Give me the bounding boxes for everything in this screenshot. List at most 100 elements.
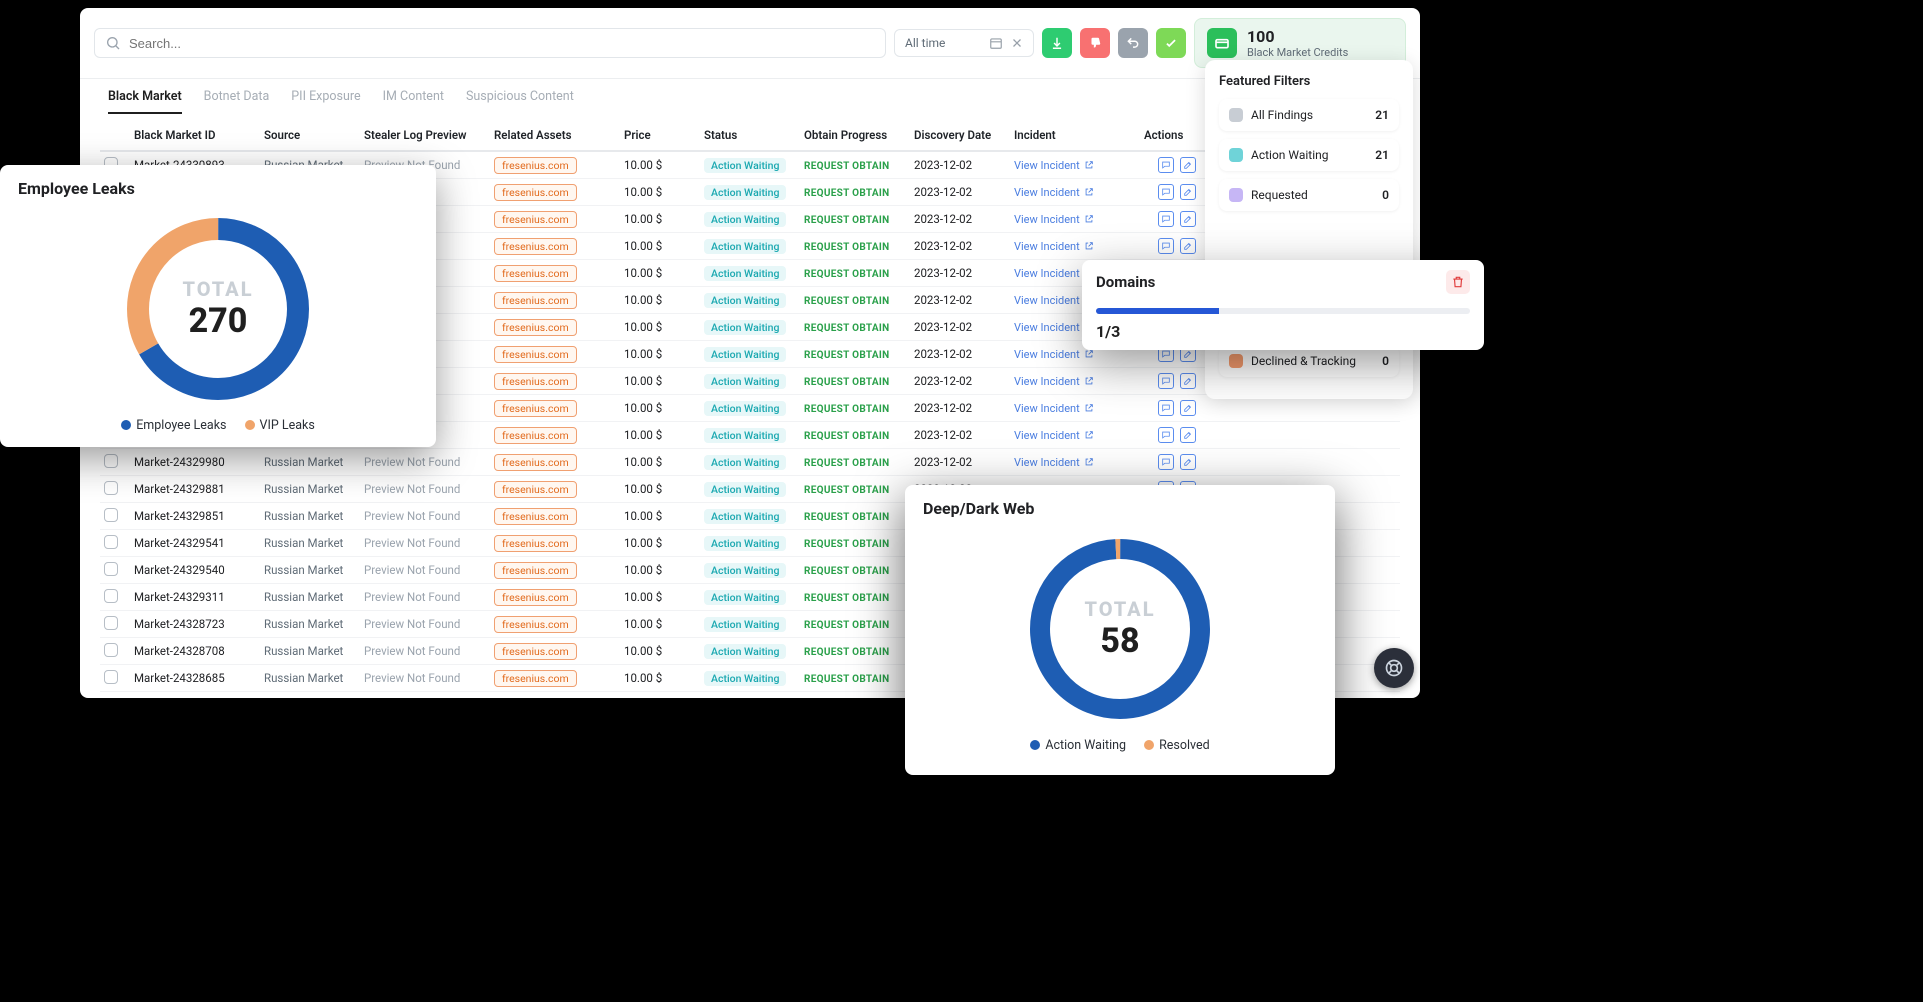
edit-icon[interactable] bbox=[1180, 400, 1196, 416]
confirm-button[interactable] bbox=[1156, 28, 1186, 58]
asset-chip[interactable]: fresenius.com bbox=[494, 184, 577, 201]
comment-icon[interactable] bbox=[1158, 238, 1174, 254]
domains-delete-button[interactable] bbox=[1446, 270, 1470, 294]
request-obtain-link[interactable]: REQUEST OBTAIN bbox=[804, 404, 889, 415]
tab-suspicious-content[interactable]: Suspicious Content bbox=[466, 89, 574, 114]
edit-icon[interactable] bbox=[1180, 184, 1196, 200]
asset-chip[interactable]: fresenius.com bbox=[494, 346, 577, 363]
comment-icon[interactable] bbox=[1158, 157, 1174, 173]
help-button[interactable] bbox=[1374, 648, 1414, 688]
view-incident-link[interactable]: View Incident bbox=[1014, 213, 1094, 226]
filter-action-waiting[interactable]: Action Waiting21 bbox=[1219, 139, 1399, 171]
tab-botnet-data[interactable]: Botnet Data bbox=[204, 89, 270, 114]
row-checkbox[interactable] bbox=[104, 454, 118, 468]
edit-icon[interactable] bbox=[1180, 427, 1196, 443]
comment-icon[interactable] bbox=[1158, 211, 1174, 227]
request-obtain-link[interactable]: REQUEST OBTAIN bbox=[804, 323, 889, 334]
undo-button[interactable] bbox=[1118, 28, 1148, 58]
asset-chip[interactable]: fresenius.com bbox=[494, 157, 577, 174]
request-obtain-link[interactable]: REQUEST OBTAIN bbox=[804, 215, 889, 226]
asset-chip[interactable]: fresenius.com bbox=[494, 454, 577, 471]
request-obtain-link[interactable]: REQUEST OBTAIN bbox=[804, 161, 889, 172]
request-obtain-link[interactable]: REQUEST OBTAIN bbox=[804, 458, 889, 469]
check-icon bbox=[1164, 36, 1178, 50]
cell-date: 2023-12-02 bbox=[910, 316, 1010, 338]
row-checkbox[interactable] bbox=[104, 535, 118, 549]
tab-black-market[interactable]: Black Market bbox=[108, 89, 182, 114]
request-obtain-link[interactable]: REQUEST OBTAIN bbox=[804, 566, 889, 577]
status-chip: Action Waiting bbox=[704, 320, 786, 335]
edit-icon[interactable] bbox=[1180, 157, 1196, 173]
edit-icon[interactable] bbox=[1180, 373, 1196, 389]
filter-requested[interactable]: Requested0 bbox=[1219, 179, 1399, 211]
cell-asset: fresenius.com bbox=[490, 585, 620, 610]
close-icon[interactable] bbox=[1011, 37, 1023, 49]
view-incident-link[interactable]: View Incident bbox=[1014, 186, 1094, 199]
filter-all-findings[interactable]: All Findings21 bbox=[1219, 99, 1399, 131]
request-obtain-link[interactable]: REQUEST OBTAIN bbox=[804, 512, 889, 523]
row-checkbox[interactable] bbox=[104, 589, 118, 603]
view-incident-link[interactable]: View Incident bbox=[1014, 240, 1094, 253]
asset-chip[interactable]: fresenius.com bbox=[494, 265, 577, 282]
asset-chip[interactable]: fresenius.com bbox=[494, 616, 577, 633]
asset-chip[interactable]: fresenius.com bbox=[494, 238, 577, 255]
view-incident-link[interactable]: View Incident bbox=[1014, 348, 1094, 361]
request-obtain-link[interactable]: REQUEST OBTAIN bbox=[804, 620, 889, 631]
edit-icon[interactable] bbox=[1180, 211, 1196, 227]
asset-chip[interactable]: fresenius.com bbox=[494, 508, 577, 525]
asset-chip[interactable]: fresenius.com bbox=[494, 319, 577, 336]
comment-icon[interactable] bbox=[1158, 184, 1174, 200]
asset-chip[interactable]: fresenius.com bbox=[494, 562, 577, 579]
edit-icon[interactable] bbox=[1180, 454, 1196, 470]
comment-icon[interactable] bbox=[1158, 373, 1174, 389]
asset-chip[interactable]: fresenius.com bbox=[494, 427, 577, 444]
search-field[interactable] bbox=[94, 28, 886, 58]
request-obtain-link[interactable]: REQUEST OBTAIN bbox=[804, 269, 889, 280]
request-obtain-link[interactable]: REQUEST OBTAIN bbox=[804, 350, 889, 361]
request-obtain-link[interactable]: REQUEST OBTAIN bbox=[804, 539, 889, 550]
row-checkbox[interactable] bbox=[104, 616, 118, 630]
edit-icon[interactable] bbox=[1180, 238, 1196, 254]
credits-value: 100 bbox=[1247, 27, 1348, 46]
asset-chip[interactable]: fresenius.com bbox=[494, 400, 577, 417]
view-incident-link[interactable]: View Incident bbox=[1014, 429, 1094, 442]
row-checkbox[interactable] bbox=[104, 670, 118, 684]
tab-im-content[interactable]: IM Content bbox=[383, 89, 444, 114]
request-obtain-link[interactable]: REQUEST OBTAIN bbox=[804, 377, 889, 388]
request-obtain-link[interactable]: REQUEST OBTAIN bbox=[804, 647, 889, 658]
asset-chip[interactable]: fresenius.com bbox=[494, 211, 577, 228]
cell-source: Russian Market bbox=[260, 532, 360, 554]
asset-chip[interactable]: fresenius.com bbox=[494, 292, 577, 309]
asset-chip[interactable]: fresenius.com bbox=[494, 481, 577, 498]
download-button[interactable] bbox=[1042, 28, 1072, 58]
cell-date: 2023-12-02 bbox=[910, 289, 1010, 311]
employee-leaks-total-label: TOTAL bbox=[182, 277, 253, 301]
comment-icon[interactable] bbox=[1158, 454, 1174, 470]
request-obtain-link[interactable]: REQUEST OBTAIN bbox=[804, 485, 889, 496]
view-incident-link[interactable]: View Incident bbox=[1014, 456, 1094, 469]
request-obtain-link[interactable]: REQUEST OBTAIN bbox=[804, 188, 889, 199]
dislike-button[interactable] bbox=[1080, 28, 1110, 58]
request-obtain-link[interactable]: REQUEST OBTAIN bbox=[804, 431, 889, 442]
comment-icon[interactable] bbox=[1158, 427, 1174, 443]
row-checkbox[interactable] bbox=[104, 508, 118, 522]
view-incident-link[interactable]: View Incident bbox=[1014, 159, 1094, 172]
asset-chip[interactable]: fresenius.com bbox=[494, 535, 577, 552]
view-incident-link[interactable]: View Incident bbox=[1014, 402, 1094, 415]
row-checkbox[interactable] bbox=[104, 481, 118, 495]
row-checkbox[interactable] bbox=[104, 562, 118, 576]
asset-chip[interactable]: fresenius.com bbox=[494, 373, 577, 390]
search-input[interactable] bbox=[129, 36, 875, 51]
request-obtain-link[interactable]: REQUEST OBTAIN bbox=[804, 674, 889, 685]
asset-chip[interactable]: fresenius.com bbox=[494, 670, 577, 687]
row-checkbox[interactable] bbox=[104, 643, 118, 657]
comment-icon[interactable] bbox=[1158, 400, 1174, 416]
date-range-chip[interactable]: All time bbox=[894, 29, 1034, 57]
request-obtain-link[interactable]: REQUEST OBTAIN bbox=[804, 296, 889, 307]
view-incident-link[interactable]: View Incident bbox=[1014, 375, 1094, 388]
request-obtain-link[interactable]: REQUEST OBTAIN bbox=[804, 242, 889, 253]
asset-chip[interactable]: fresenius.com bbox=[494, 589, 577, 606]
asset-chip[interactable]: fresenius.com bbox=[494, 643, 577, 660]
request-obtain-link[interactable]: REQUEST OBTAIN bbox=[804, 593, 889, 604]
tab-pii-exposure[interactable]: PII Exposure bbox=[291, 89, 360, 114]
